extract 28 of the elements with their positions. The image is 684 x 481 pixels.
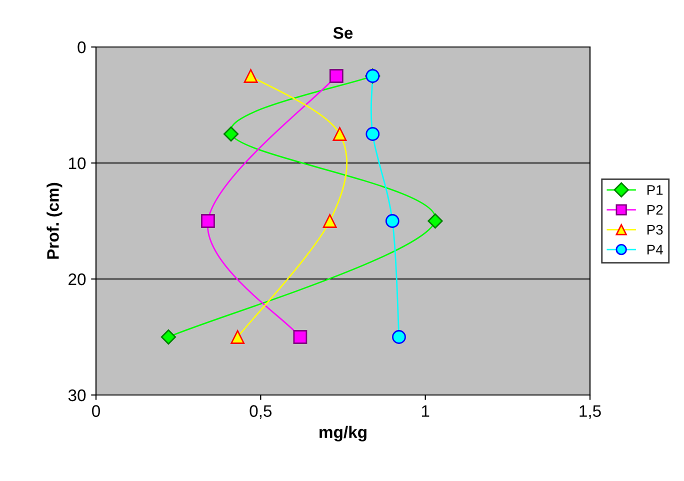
point [244, 69, 258, 83]
point [392, 330, 406, 344]
point [332, 127, 347, 141]
point [385, 214, 400, 228]
legend-label: P3 [647, 224, 663, 235]
y-tick-label: 0 [78, 41, 86, 54]
point [322, 214, 337, 228]
point [201, 214, 215, 228]
x-tick-label: 1 [422, 405, 430, 417]
point [329, 69, 344, 83]
legend-label: P2 [647, 204, 663, 215]
point [366, 127, 380, 141]
point [428, 213, 443, 229]
point [160, 329, 176, 345]
legend-label: P1 [647, 185, 663, 195]
y-tick-label: 20 [68, 273, 86, 286]
chart-title: Se [333, 27, 353, 39]
x-tick-label: 0,5 [250, 405, 272, 419]
point [230, 330, 245, 344]
x-axis-title: mg/kg [320, 426, 366, 442]
legend-label: P4 [647, 244, 663, 254]
point [293, 330, 308, 344]
y-tick-label: 10 [69, 157, 86, 170]
x-tick-label: 1,5 [580, 405, 601, 419]
x-tick-label: 0 [92, 405, 100, 417]
y-tick-label: 30 [68, 389, 86, 402]
point [223, 126, 239, 142]
y-axis-title: Prof. (cm) [46, 182, 62, 259]
